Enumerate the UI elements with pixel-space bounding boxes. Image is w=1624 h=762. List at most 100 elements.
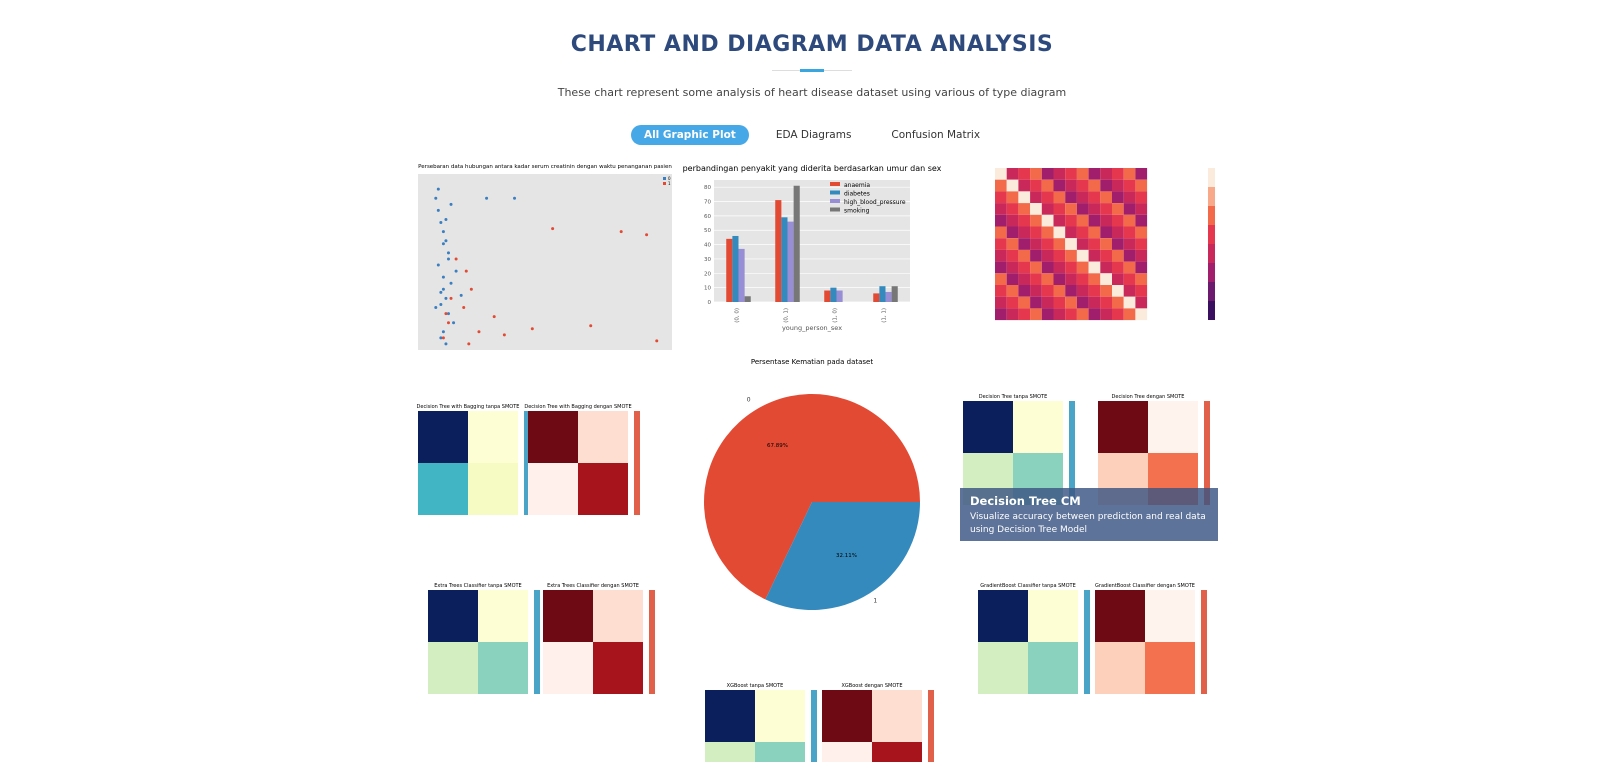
scatter-point (449, 296, 453, 300)
bar (824, 290, 831, 302)
heatmap-cell (1018, 168, 1031, 180)
filter-button[interactable]: EDA Diagrams (775, 129, 852, 141)
heatmap-cell (1076, 203, 1089, 215)
scatter-point (589, 324, 593, 328)
scatter-point (434, 306, 438, 310)
pie-slice (765, 502, 920, 611)
matrix-cell (705, 742, 755, 762)
legend-label: high_blood_pressure (844, 199, 906, 206)
matrix-cell (755, 742, 805, 762)
legend-label: diabetes (844, 191, 870, 198)
scatter-point (446, 321, 450, 325)
section-subtitle: These chart represent some analysis of h… (557, 86, 1067, 99)
heatmap-cell (1053, 203, 1066, 215)
legend-swatch (830, 207, 840, 212)
heatmap-cell (995, 273, 1007, 285)
matrix-cell (478, 642, 528, 694)
chart-title: Persebaran data hubungan antara kadar se… (418, 164, 672, 170)
heatmap-cell (1006, 249, 1019, 262)
heatmap-cell (1065, 179, 1077, 192)
image-caption[interactable]: Decision Tree CM Visualize accuracy betw… (960, 488, 1218, 541)
bar (891, 286, 898, 302)
scatter-point (502, 333, 506, 337)
heatmap-cell (1112, 238, 1124, 250)
colorbar (1208, 263, 1215, 282)
heatmap-cell (1100, 308, 1112, 321)
scatter-point (469, 287, 473, 291)
legend-swatch (830, 182, 840, 186)
heatmap-cell (1123, 296, 1136, 309)
matrix-cell (418, 411, 468, 463)
matrix-cell (593, 590, 643, 642)
heatmap-cell (1088, 273, 1101, 285)
heatmap-cell (1123, 226, 1136, 239)
heatmap-cell (1112, 249, 1124, 262)
bar (830, 287, 837, 302)
scatter-point (441, 275, 445, 279)
scatter-point (513, 196, 517, 200)
scatter-point (459, 293, 463, 297)
heatmap-cell (1041, 203, 1054, 215)
scatter-point (551, 227, 555, 231)
scatter-point (477, 330, 481, 334)
matrix-title: GradientBoost Classifier dengan SMOTE (1095, 583, 1195, 589)
heatmap-cell (1030, 296, 1042, 309)
heatmap-cell (1112, 214, 1124, 227)
heatmap-cell (1041, 296, 1054, 309)
x-tick-label: (1, 0) (833, 308, 839, 323)
bar (879, 286, 886, 302)
heatmap-cell (1018, 308, 1031, 321)
heatmap-cell (1065, 226, 1077, 239)
heatmap-cell (1088, 249, 1101, 262)
heatmap-cell (1135, 249, 1148, 262)
heatmap-cell (1112, 285, 1124, 297)
heatmap-cell (1065, 249, 1077, 262)
heatmap-cell (1088, 214, 1101, 227)
legend-swatch (830, 190, 840, 195)
x-tick-label: (0, 1) (784, 308, 790, 323)
heatmap-cell (1076, 191, 1089, 204)
chart-title: perbandingan penyakit yang diderita berd… (683, 164, 942, 173)
filter-button[interactable]: All Graphic Plot (630, 125, 749, 145)
heatmap-cell (1065, 285, 1077, 297)
heatmap-cell (1123, 168, 1136, 180)
heatmap-cell (1100, 285, 1112, 297)
colorbar (1204, 401, 1210, 505)
heatmap-cell (1006, 226, 1019, 239)
colorbar (1208, 225, 1215, 244)
scatter-point (452, 321, 456, 325)
scatter-point (655, 339, 659, 343)
heatmap-cell (1006, 308, 1019, 321)
matrix-cell (978, 590, 1028, 642)
matrix-cell (528, 411, 578, 463)
plot-bg (714, 180, 910, 302)
heatmap-cell (1030, 273, 1042, 285)
scatter-point (441, 242, 445, 246)
heatmap-cell (1030, 249, 1042, 262)
heatmap-cell (1030, 179, 1042, 192)
heatmap-cell (1088, 168, 1101, 180)
heatmap-cell (1041, 168, 1054, 180)
y-tick-label: 30 (704, 257, 711, 263)
chart-title: Persentase Kematian pada dataset (751, 358, 873, 366)
heatmap-cell (1135, 273, 1148, 285)
heatmap-cell (1065, 214, 1077, 227)
colorbar (1084, 590, 1090, 694)
matrix-cell (1148, 401, 1198, 453)
scatter-point (444, 312, 448, 316)
heatmap-cell (1123, 261, 1136, 274)
heatmap-cell (1041, 238, 1054, 250)
heatmap-cell (1041, 273, 1054, 285)
scatter-point (446, 312, 450, 316)
colorbar (811, 690, 817, 762)
filter-button[interactable]: Confusion Matrix (891, 129, 981, 141)
scatter-point (441, 230, 445, 234)
bar (744, 296, 751, 302)
matrix-cell (963, 401, 1013, 453)
heatmap-cell (1053, 249, 1066, 262)
slice-label: 0 (747, 396, 751, 403)
x-axis-label: young_person_sex (782, 324, 842, 332)
heatmap-cell (1135, 308, 1148, 321)
heatmap-cell (1100, 261, 1112, 274)
x-tick-label: (1, 1) (882, 308, 888, 323)
